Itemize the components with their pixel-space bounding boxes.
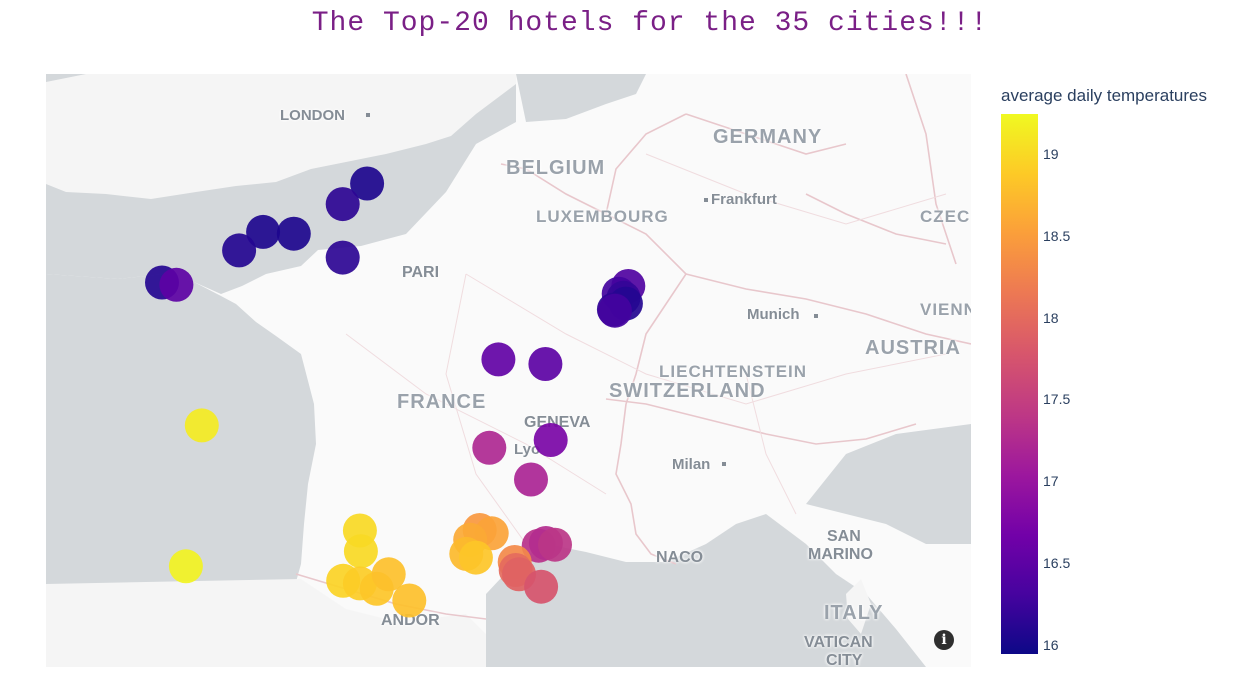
map-basemap xyxy=(46,74,971,667)
colorbar-tick-label: 18.5 xyxy=(1043,227,1071,244)
border-line xyxy=(905,74,957,265)
hotel-point[interactable] xyxy=(514,462,548,497)
road-line xyxy=(745,373,797,515)
hotel-point[interactable] xyxy=(533,423,568,457)
map-label-munich: Munich xyxy=(747,306,800,323)
milan-marker xyxy=(722,462,726,466)
north-sea xyxy=(516,74,646,122)
colorbar xyxy=(1001,114,1038,654)
hotel-point[interactable] xyxy=(276,216,311,251)
london-marker xyxy=(366,113,370,117)
hotel-point[interactable] xyxy=(371,557,406,592)
map-label-frankfurt: Frankfurt xyxy=(711,191,777,208)
page-title: The Top-20 hotels for the 35 cities!!! xyxy=(311,8,989,39)
hotel-point[interactable] xyxy=(343,534,378,569)
colorbar-tick-label: 16.5 xyxy=(1043,555,1071,571)
frankfurt-marker xyxy=(704,198,708,202)
corsica-island xyxy=(846,579,871,634)
map-label-italy: ITALY xyxy=(824,602,884,624)
colorbar-tick-label: 17.5 xyxy=(1043,391,1071,408)
colorbar-tick-label: 16 xyxy=(1043,636,1059,653)
map-label-luxembourg: LUXEMBOURG xyxy=(536,207,669,226)
map-label-vatican: VATICAN xyxy=(804,634,873,651)
atlantic-ocean xyxy=(46,274,316,604)
map-label-san: SAN xyxy=(827,528,861,545)
border-line xyxy=(605,398,917,445)
colorbar-title: average daily temperatures xyxy=(1001,86,1208,105)
hotel-point[interactable] xyxy=(222,233,257,268)
border-line xyxy=(500,163,688,405)
hotel-point[interactable] xyxy=(597,293,632,328)
colorbar-tick-label: 19 xyxy=(1043,145,1059,162)
england-land xyxy=(46,74,516,199)
map-label-marino: MARINO xyxy=(808,546,873,563)
map[interactable]: LONDON BELGIUM GERMANY Frankfurt LUXEMBO… xyxy=(46,74,971,667)
map-label-czech: CZEC xyxy=(920,207,971,226)
hotel-point[interactable] xyxy=(350,166,385,201)
border-line xyxy=(605,113,687,215)
munich-marker xyxy=(814,314,818,318)
map-label-monaco: NACO xyxy=(656,549,704,566)
map-label-london: LONDON xyxy=(280,107,345,124)
spain-land xyxy=(46,579,486,667)
map-label-germany: GERMANY xyxy=(713,126,823,148)
mediterranean-sea xyxy=(486,514,926,667)
map-label-belgium: BELGIUM xyxy=(506,157,606,179)
map-label-city: CITY xyxy=(826,652,863,667)
border-line xyxy=(805,193,947,245)
info-icon[interactable]: i xyxy=(934,630,954,650)
map-label-milan: Milan xyxy=(672,456,711,473)
hotel-point[interactable] xyxy=(481,342,516,377)
map-label-lyon: Lyo xyxy=(514,441,541,458)
road-line xyxy=(645,153,947,225)
border-line xyxy=(615,403,677,565)
hotel-points-layer xyxy=(145,166,646,618)
adriatic-sea xyxy=(806,424,971,544)
hotel-point[interactable] xyxy=(472,430,507,465)
hotel-point[interactable] xyxy=(246,214,281,249)
map-label-austria: AUSTRIA xyxy=(865,337,961,359)
colorbar-tick-label: 18 xyxy=(1043,309,1059,326)
road-line xyxy=(445,273,527,545)
hotel-point[interactable] xyxy=(325,240,360,275)
hotel-point[interactable] xyxy=(458,540,493,575)
colorbar-tick-label: 17 xyxy=(1043,473,1059,490)
hotel-point[interactable] xyxy=(392,583,427,618)
map-label-andorra: ANDOR xyxy=(381,612,440,629)
road-line xyxy=(345,333,607,495)
map-label-switzerland: SWITZERLAND xyxy=(609,380,766,402)
border-line xyxy=(685,113,847,155)
hotel-point[interactable] xyxy=(538,527,572,562)
map-label-liechtenstein: LIECHTENSTEIN xyxy=(659,362,808,381)
hotel-point[interactable] xyxy=(524,569,559,604)
map-label-vienna: VIENN xyxy=(920,300,971,319)
hotel-point[interactable] xyxy=(159,267,194,302)
map-label-france: FRANCE xyxy=(397,391,487,413)
border-line xyxy=(685,273,971,345)
hotel-point[interactable] xyxy=(325,187,360,222)
road-line xyxy=(465,273,947,405)
hotel-point[interactable] xyxy=(168,549,203,584)
hotel-point[interactable] xyxy=(528,347,563,381)
map-label-paris: PARI xyxy=(402,264,440,281)
hotel-point[interactable] xyxy=(184,408,219,443)
